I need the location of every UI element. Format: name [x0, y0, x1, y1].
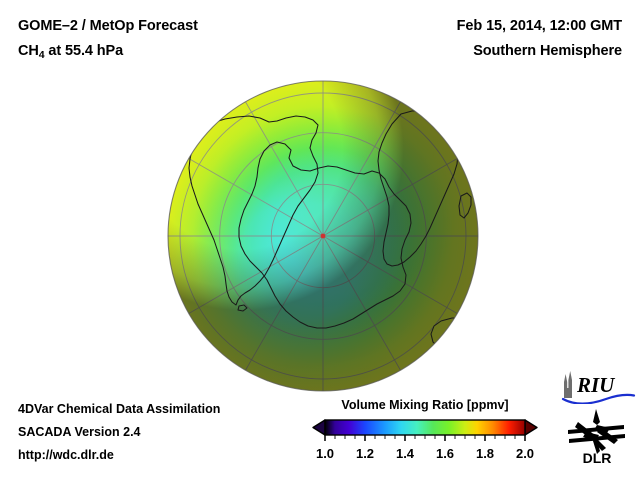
colorbar-tick-label: 1.6 — [435, 446, 455, 461]
riu-wave-icon — [561, 393, 636, 404]
data-center-url[interactable]: http://wdc.dlr.de — [18, 448, 114, 462]
coastline-tierra-del-fuego — [237, 304, 248, 312]
species-level-suffix: at 55.4 hPa — [44, 43, 124, 59]
polar-map-svg — [167, 80, 479, 392]
colorbar-gradient — [325, 420, 525, 435]
colorbar-extend-left — [312, 419, 326, 436]
dlr-logo: DLR — [566, 408, 628, 466]
colorbar: Volume Mixing Ratio [ppmv] — [305, 398, 545, 468]
colorbar-extend-right — [524, 419, 538, 436]
forecast-datetime: Feb 15, 2014, 12:00 GMT — [456, 18, 622, 34]
region-label: Southern Hemisphere — [473, 43, 622, 59]
dlr-mark-icon — [568, 409, 625, 454]
colorbar-tick-label: 1.0 — [315, 446, 335, 461]
colorbar-tick-label: 2.0 — [515, 446, 535, 461]
colorbar-tick-label: 1.2 — [355, 446, 375, 461]
species-formula-prefix: CH — [18, 43, 39, 59]
version-label: SACADA Version 2.4 — [18, 425, 141, 439]
riu-logo: RIU — [560, 370, 636, 404]
figure-title: GOME–2 / MetOp Forecast — [18, 18, 198, 34]
riu-wordmark: RIU — [576, 373, 616, 397]
species-formula-subscript: 4 — [38, 49, 45, 61]
riu-cathedral-icon — [564, 371, 572, 398]
species-level-label: CH4 at 55.4 hPa — [18, 43, 124, 61]
colorbar-tick-label: 1.8 — [475, 446, 495, 461]
coastline-new-zealand — [475, 357, 478, 368]
dlr-wordmark: DLR — [583, 450, 612, 466]
colorbar-tick-labels: 1.0 1.2 1.4 1.6 1.8 2.0 — [305, 446, 545, 466]
colorbar-svg — [312, 419, 538, 441]
method-label: 4DVar Chemical Data Assimilation — [18, 402, 221, 416]
polar-map — [165, 78, 481, 394]
coastline-south-america — [188, 115, 319, 306]
globe-limb — [167, 80, 479, 392]
coastline-madagascar — [458, 192, 472, 219]
colorbar-tick-label: 1.4 — [395, 446, 415, 461]
coastline-antarctica — [238, 141, 412, 329]
colorbar-title: Volume Mixing Ratio [ppmv] — [341, 398, 509, 412]
colorbar-major-ticks — [324, 435, 526, 441]
south-pole-marker — [320, 233, 326, 239]
